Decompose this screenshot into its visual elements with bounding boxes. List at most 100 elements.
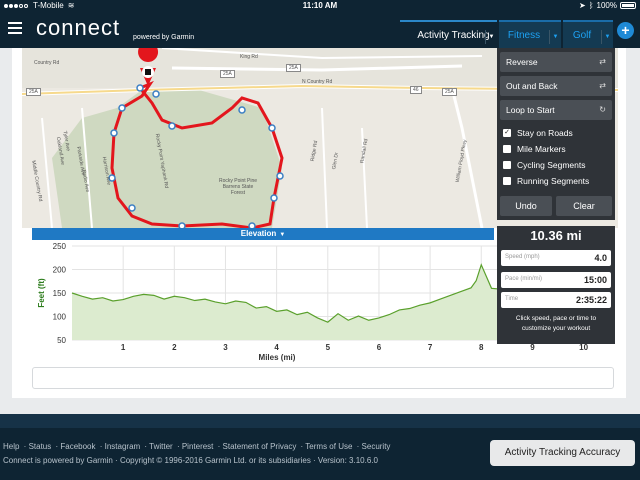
time-label: Time: [505, 296, 519, 302]
chevron-down-icon[interactable]: ▼: [485, 30, 497, 44]
loop-icon: ↻: [599, 105, 606, 114]
clear-button[interactable]: Clear: [556, 196, 612, 216]
x-tick-label: 1: [121, 343, 126, 352]
tab-label: Golf: [572, 30, 592, 41]
cycling-segments-checkbox[interactable]: Cycling Segments: [503, 158, 613, 172]
out-and-back-label: Out and Back: [506, 81, 558, 91]
pace-field[interactable]: Pace (min/mi) 15:00: [501, 272, 611, 288]
map-label-25a-3: 25A: [286, 64, 301, 72]
route-distance: 10.36 mi: [530, 228, 582, 243]
map-label-25a-1: 25A: [26, 88, 41, 96]
activity-tracking-accuracy-button[interactable]: Activity Tracking Accuracy: [490, 440, 635, 466]
chevron-down-icon[interactable]: ▼: [601, 30, 613, 44]
forest-area: [52, 88, 282, 228]
footer-link-security[interactable]: Security: [361, 442, 391, 451]
route-waypoints[interactable]: [108, 84, 284, 228]
customize-hint: Click speed, pace or time to customize y…: [497, 314, 615, 334]
map-label-n-country-rd: N Country Rd: [302, 79, 333, 85]
footer-link-terms[interactable]: Terms of Use: [305, 442, 353, 451]
route-line[interactable]: [110, 80, 284, 228]
elevation-toggle[interactable]: Elevation ▼: [32, 228, 494, 240]
footer-link-status[interactable]: Status: [28, 442, 52, 451]
tab-fitness[interactable]: Fitness ▼: [499, 20, 561, 48]
footer-link-instagram[interactable]: Instagram: [104, 442, 141, 451]
map-canvas[interactable]: [22, 48, 618, 228]
out-back-icon: ⇄: [599, 81, 606, 90]
pace-value: 15:00: [583, 275, 607, 285]
running-segments-checkbox[interactable]: Running Segments: [503, 174, 613, 188]
menu-icon[interactable]: [8, 22, 22, 34]
app-header: connect powered by Garmin Activity Track…: [0, 12, 640, 48]
x-tick-label: 5: [326, 343, 331, 352]
x-tick-label: 9: [530, 343, 535, 352]
checkbox-icon: [503, 161, 511, 169]
stay-on-roads-label: Stay on Roads: [517, 128, 573, 138]
checkbox-checked-icon: ✓: [503, 129, 511, 137]
y-tick-label: 250: [53, 242, 67, 251]
running-segments-label: Running Segments: [517, 176, 590, 186]
footer-link-twitter[interactable]: Twitter: [149, 442, 173, 451]
bluetooth-icon: ᛒ: [588, 1, 594, 10]
road-oakland: [81, 107, 93, 228]
mile-markers-checkbox[interactable]: Mile Markers: [503, 142, 613, 156]
undo-button[interactable]: Undo: [500, 196, 552, 216]
tab-golf[interactable]: Golf ▼: [563, 20, 613, 48]
road-randall: [361, 127, 368, 228]
status-bar: T-Mobile ≋ 11:10 AM ➤ ᛒ 100%: [0, 0, 640, 12]
y-tick-label: 50: [57, 336, 66, 345]
x-tick-label: 2: [172, 343, 177, 352]
copyright: Connect is powered by Garmin · Copyright…: [3, 456, 378, 465]
tab-label: Fitness: [507, 30, 541, 41]
cycling-segments-label: Cycling Segments: [517, 160, 586, 170]
bottom-panel: [32, 367, 614, 389]
signal-icon: [4, 1, 29, 10]
route-stats-panel: 10.36 mi Speed (mph) 4.0 Pace (min/mi) 1…: [497, 226, 615, 344]
map-label-country-rd: Country Rd: [34, 60, 60, 66]
reverse-button[interactable]: Reverse ⇄: [500, 52, 612, 72]
map-label-king-rd: King Rd: [240, 54, 258, 60]
speed-field[interactable]: Speed (mph) 4.0: [501, 250, 611, 266]
stay-on-roads-checkbox[interactable]: ✓ Stay on Roads: [503, 126, 613, 140]
loop-to-start-button[interactable]: Loop to Start ↻: [500, 100, 612, 120]
road-wfloyd: [450, 87, 484, 228]
time-value: 2:35:22: [575, 295, 607, 305]
wifi-icon: ≋: [67, 1, 75, 10]
footer-link-facebook[interactable]: Facebook: [60, 442, 96, 451]
x-tick-label: 6: [377, 343, 382, 352]
footer-links: Help · Status · Facebook · Instagram · T…: [3, 442, 391, 451]
connect-logo[interactable]: connect: [36, 15, 121, 40]
x-tick-label: 4: [274, 343, 279, 352]
speed-value: 4.0: [594, 253, 607, 263]
tab-activity-tracking[interactable]: Activity Tracking ▼: [400, 20, 497, 48]
tab-label: Activity Tracking: [417, 30, 490, 41]
add-button[interactable]: +: [617, 22, 634, 39]
y-tick-label: 200: [53, 266, 67, 275]
speed-label: Speed (mph): [505, 254, 540, 260]
battery-icon: [620, 2, 636, 9]
chevron-down-icon[interactable]: ▼: [549, 30, 561, 44]
start-pin-icon[interactable]: [138, 48, 159, 86]
mile-markers-label: Mile Markers: [517, 144, 566, 154]
footer-link-privacy[interactable]: Statement of Privacy: [222, 442, 297, 451]
map-label-25a-4: 25A: [442, 88, 457, 96]
elevation-area: [72, 264, 602, 340]
footer-link-pinterest[interactable]: Pinterest: [181, 442, 214, 451]
road-n-country: [171, 64, 463, 72]
hint-line-1: Click speed, pace or time to: [515, 315, 597, 322]
x-tick-label: 10: [579, 343, 588, 352]
clock: 11:10 AM: [302, 1, 338, 10]
time-field[interactable]: Time 2:35:22: [501, 292, 611, 308]
location-icon: ➤: [579, 1, 586, 10]
x-tick-label: 3: [223, 343, 228, 352]
page-footer: Help · Status · Facebook · Instagram · T…: [0, 414, 640, 480]
y-tick-label: 150: [53, 289, 67, 298]
footer-link-help[interactable]: Help: [3, 442, 20, 451]
footer-band: [0, 414, 640, 428]
route-options-panel: Reverse ⇄ Out and Back ⇄ Loop to Start ↻…: [497, 48, 615, 220]
pace-label: Pace (min/mi): [505, 276, 543, 282]
out-and-back-button[interactable]: Out and Back ⇄: [500, 76, 612, 96]
x-axis-label: Miles (mi): [259, 353, 296, 362]
chevron-down-icon: ▼: [279, 232, 286, 238]
y-axis-label: Feet (ft): [37, 278, 46, 308]
carrier: T-Mobile: [33, 1, 64, 10]
